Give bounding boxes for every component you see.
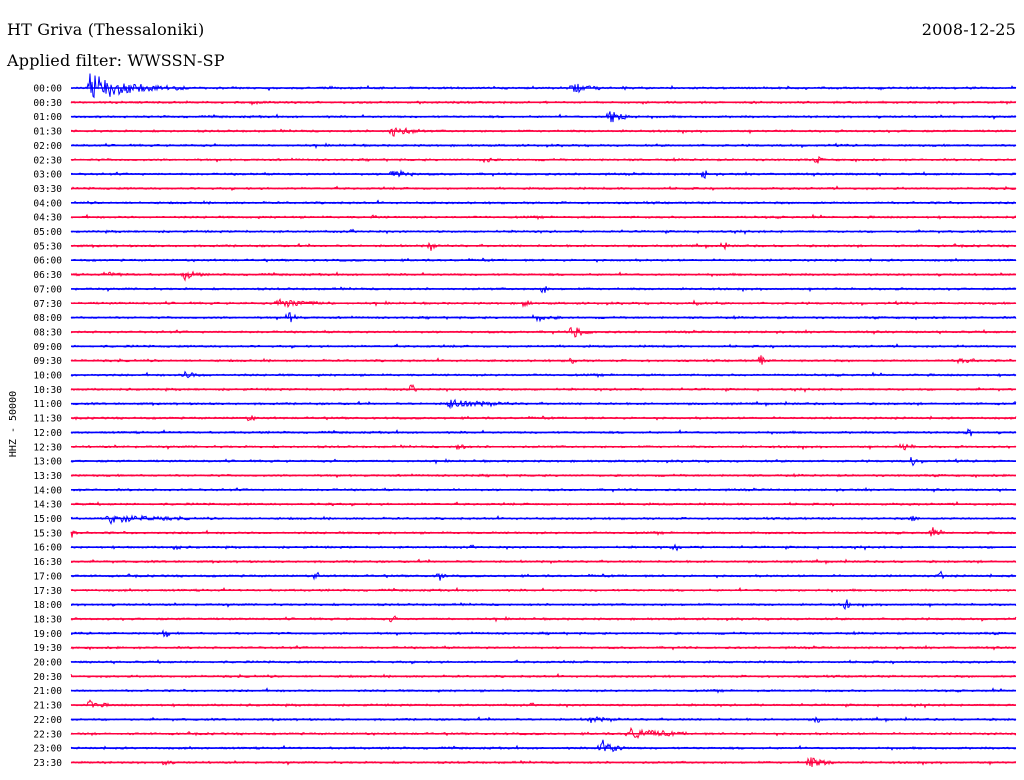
time-tick-label: 00:00 (33, 84, 62, 95)
time-tick-label: 08:00 (33, 313, 62, 324)
time-tick-label: 02:00 (33, 141, 62, 152)
time-tick-label: 04:30 (33, 213, 62, 224)
time-tick-label: 09:00 (33, 342, 62, 353)
time-tick-label: 12:30 (33, 442, 62, 453)
time-tick-label: 21:30 (33, 701, 62, 712)
time-tick-label: 03:00 (33, 170, 62, 181)
time-tick-label: 21:00 (33, 686, 62, 697)
time-tick-label: 05:30 (33, 241, 62, 252)
time-tick-label: 18:30 (33, 614, 62, 625)
time-tick-label: 12:00 (33, 428, 62, 439)
time-tick-label: 07:30 (33, 299, 62, 310)
time-tick-label: 06:00 (33, 256, 62, 267)
time-tick-label: 11:30 (33, 414, 62, 425)
seismic-trace-2300 (70, 739, 1017, 753)
time-tick-label: 00:30 (33, 98, 62, 109)
time-tick-label: 10:00 (33, 371, 62, 382)
time-tick-label: 08:30 (33, 327, 62, 338)
time-tick-label: 01:30 (33, 127, 62, 138)
time-tick-label: 20:00 (33, 658, 62, 669)
time-tick-label: 13:30 (33, 471, 62, 482)
time-tick-label: 18:00 (33, 600, 62, 611)
time-tick-label: 03:30 (33, 184, 62, 195)
seismic-trace-1030 (70, 383, 1017, 393)
time-tick-label: 06:30 (33, 270, 62, 281)
seismic-trace-2130 (70, 699, 1017, 709)
time-tick-label: 23:00 (33, 744, 62, 755)
time-tick-label: 01:00 (33, 112, 62, 123)
time-tick-label: 20:30 (33, 672, 62, 683)
time-tick-label: 17:00 (33, 571, 62, 582)
seismic-trace-0630 (70, 270, 1017, 282)
time-tick-label: 16:30 (33, 557, 62, 568)
filter-label: Applied filter: WWSSN-SP (7, 51, 225, 70)
date-label: 2008-12-25 (921, 20, 1016, 39)
seismic-trace-0000 (70, 73, 1017, 99)
time-tick-label: 13:00 (33, 457, 62, 468)
time-tick-label: 11:00 (33, 399, 62, 410)
time-tick-label: 07:00 (33, 284, 62, 295)
time-tick-label: 04:00 (33, 198, 62, 209)
time-tick-label: 19:00 (33, 629, 62, 640)
seismic-trace-1500 (70, 514, 1017, 525)
y-axis-label: HHZ - 50000 (8, 391, 19, 457)
time-tick-label: 05:00 (33, 227, 62, 238)
time-tick-label: 14:00 (33, 485, 62, 496)
time-tick-label: 02:30 (33, 155, 62, 166)
time-tick-label: 09:30 (33, 356, 62, 367)
seismic-trace-0530 (70, 241, 1017, 251)
time-tick-label: 10:30 (33, 385, 62, 396)
time-tick-label: 16:00 (33, 543, 62, 554)
time-tick-label: 15:30 (33, 528, 62, 539)
time-tick-label: 23:30 (33, 758, 62, 769)
time-tick-label: 19:30 (33, 643, 62, 654)
time-tick-label: 15:00 (33, 514, 62, 525)
time-tick-label: 17:30 (33, 586, 62, 597)
time-tick-label: 14:30 (33, 500, 62, 511)
time-tick-label: 22:30 (33, 729, 62, 740)
station-title: HT Griva (Thessaloniki) (7, 20, 205, 39)
time-tick-label: 22:00 (33, 715, 62, 726)
seismic-trace-0130 (70, 127, 1017, 137)
